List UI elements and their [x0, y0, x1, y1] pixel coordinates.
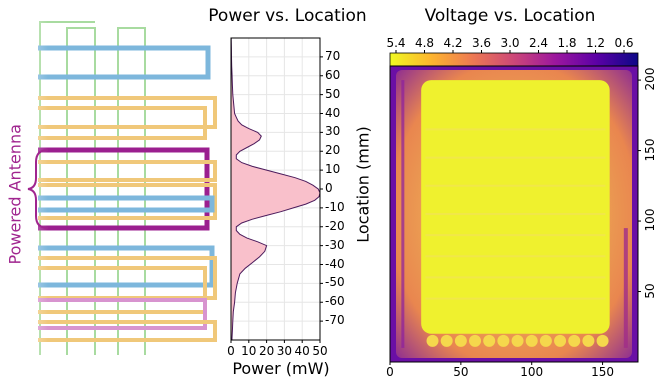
- heatmap-bump: [554, 334, 567, 347]
- power-y-tick-label: 10: [325, 162, 341, 177]
- heatmap-bump: [511, 334, 524, 347]
- power-x-tick-label: 0: [227, 344, 235, 358]
- power-x-tick-label: 10: [241, 344, 257, 358]
- colorbar-tick-label: 2.4: [528, 36, 549, 50]
- heat-y-tick-label: 150: [643, 138, 655, 162]
- colorbar-tick-label: 4.2: [443, 36, 463, 50]
- blue-loop-top: [38, 45, 211, 80]
- antenna-diagram: [0, 0, 217, 382]
- colorbar-tick-label: 3.6: [471, 36, 492, 50]
- power-y-tick-label: 70: [325, 48, 341, 63]
- colorbar-tick-label: 0.6: [614, 36, 634, 50]
- power-area: [231, 38, 320, 340]
- heatmap-bump: [426, 334, 439, 347]
- voltage-heatmap: [389, 50, 641, 365]
- heat-x-tick-label: 50: [453, 365, 469, 379]
- power-chart-title: Power vs. Location: [208, 6, 367, 26]
- heatmap-hot-region: [421, 80, 610, 334]
- heatmap-right-stripe: [623, 228, 628, 348]
- heatmap-bump: [582, 334, 595, 347]
- orange-loop-4: [38, 320, 217, 342]
- colorbar-tick-label: 1.2: [585, 36, 606, 50]
- power-y-tick-label: 50: [325, 86, 341, 101]
- voltage-chart-title: Voltage vs. Location: [424, 6, 596, 26]
- heatmap-bump: [440, 334, 453, 347]
- heat-x-tick-label: 100: [520, 365, 544, 379]
- blue-loop-lower: [38, 245, 215, 288]
- power-x-tick-label: 20: [258, 344, 275, 358]
- heatmap-bump: [596, 334, 609, 347]
- powered-antenna-loop: [38, 147, 210, 231]
- heatmap-bump: [483, 334, 496, 347]
- power-y-tick-label: -70: [325, 313, 345, 328]
- power-y-axis-label: Location (mm): [353, 126, 373, 243]
- power-y-tick-label: 20: [325, 143, 341, 158]
- power-x-axis-label: Power (mW): [232, 359, 330, 378]
- colorbar: [389, 52, 639, 67]
- power-y-tick-label: -50: [325, 275, 345, 290]
- blue-loop-middle: [38, 195, 215, 213]
- power-y-tick-label: -20: [325, 218, 345, 233]
- heatmap-frame: [389, 65, 639, 363]
- colorbar-tick-label: 4.8: [414, 36, 435, 50]
- heat-y-tick-label: 50: [643, 282, 655, 299]
- heatmap-bump: [454, 334, 467, 347]
- colorbar-tick-label: 5.4: [386, 36, 406, 50]
- power-y-tick-label: -30: [325, 237, 345, 252]
- heatmap-bump: [539, 334, 552, 347]
- heatmap-bump: [469, 334, 482, 347]
- power-x-tick-label: 50: [312, 344, 328, 358]
- green-antenna-lines: [39, 21, 146, 355]
- power-chart: [230, 37, 323, 343]
- powered-antenna-label: Powered Antenna: [5, 124, 25, 265]
- orange-loop-2: [38, 160, 217, 220]
- power-y-tick-label: 0: [325, 181, 333, 195]
- heatmap-bump: [525, 334, 538, 347]
- power-y-tick-label: 30: [325, 124, 341, 139]
- orange-loop-1: [38, 96, 217, 140]
- heatmap-left-stripe: [401, 80, 405, 348]
- heat-y-tick-label: 100: [643, 208, 655, 232]
- powered-antenna-brace: [27, 149, 49, 229]
- power-y-tick-label: -40: [325, 256, 345, 271]
- colorbar-tick-label: 3.0: [500, 36, 520, 50]
- power-y-tick-label: 40: [325, 105, 341, 120]
- heat-y-tick-label: 200: [643, 67, 655, 91]
- colorbar-tick-label: 1.8: [557, 36, 577, 50]
- power-y-tick-label: -60: [325, 294, 345, 309]
- heat-x-tick-label: 0: [386, 365, 394, 379]
- power-x-tick-label: 40: [294, 344, 310, 358]
- power-y-tick-label: 60: [325, 67, 341, 82]
- power-line: [230, 37, 321, 341]
- heatmap-bump: [497, 334, 510, 347]
- power-y-tick-label: -10: [325, 199, 345, 214]
- heat-x-tick-label: 150: [591, 365, 615, 379]
- pink-loop: [38, 298, 207, 330]
- power-x-tick-label: 30: [276, 344, 293, 358]
- heatmap-bump: [568, 334, 581, 347]
